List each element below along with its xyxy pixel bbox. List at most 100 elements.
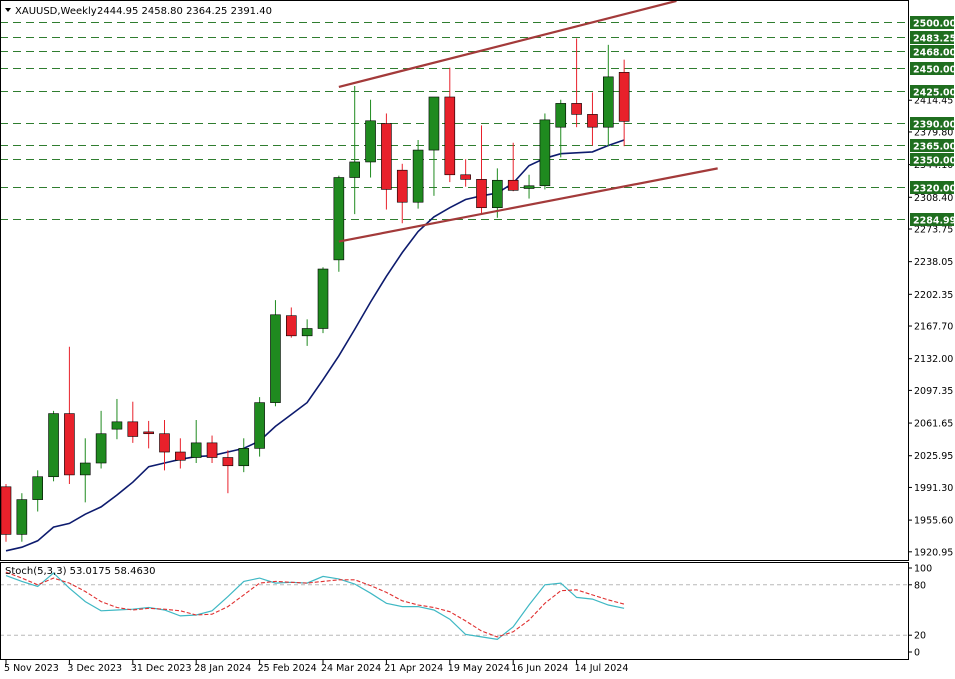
stoch-tick-label: 100: [914, 564, 932, 575]
candle-bear: [285, 307, 297, 338]
moving-average: [5, 139, 625, 552]
candle-body: [396, 169, 408, 203]
candle-bear: [0, 484, 12, 542]
channel-upper: [338, 0, 677, 88]
candle-bull: [602, 44, 614, 147]
candle-body: [95, 433, 107, 464]
level-tag: 2425.00: [913, 87, 955, 98]
candle-bull: [254, 397, 265, 457]
level-tag: 2365.00: [913, 141, 955, 152]
candle-body: [159, 433, 170, 453]
candle-bear: [571, 38, 582, 128]
candle-bear: [64, 346, 75, 485]
ohlc-values: 2444.95 2458.80 2364.25 2391.40: [97, 6, 272, 17]
level-tag: 2468.00: [913, 47, 955, 58]
candle-bear: [206, 435, 218, 464]
candle-bull: [349, 86, 361, 215]
candle-bull: [95, 410, 107, 469]
chevron-down-icon[interactable]: [5, 8, 11, 12]
candle-body: [317, 268, 329, 329]
level-tag-bg: [910, 31, 954, 44]
candle-bull: [317, 267, 329, 334]
candle-body: [602, 76, 614, 128]
candle-bear: [127, 401, 139, 443]
stoch-axis: 100 80 20 0: [908, 564, 932, 659]
level-tag-bg: [910, 45, 954, 58]
time-tick-label: 24 Mar 2024: [321, 663, 381, 674]
candle-body: [127, 421, 139, 437]
candle-bull: [270, 300, 281, 407]
candle-body: [492, 179, 503, 209]
symbol-label: XAUUSD,Weekly: [15, 6, 97, 17]
time-tick-label: 28 Jan 2024: [194, 663, 251, 674]
time-axis: 5 Nov 2023 3 Dec 2023 31 Dec 2023 28 Jan 20…: [4, 660, 628, 674]
time-tick-label: 16 Jun 2024: [511, 663, 568, 674]
level-tag-bg: [910, 139, 954, 152]
candle-body: [175, 451, 186, 461]
stoch-tick-label: 20: [914, 631, 926, 642]
time-tick-label: 25 Feb 2024: [258, 663, 317, 674]
time-tick-label: 5 Nov 2023: [4, 663, 59, 674]
candle-body: [412, 149, 424, 203]
candle-body: [365, 120, 376, 163]
level-tags: 2500.00 2483.25 2468.00 2450.00 2425.00 2390.…: [910, 16, 955, 226]
ma-line: [5, 139, 625, 552]
stoch-panel-frame: [0, 562, 909, 660]
candle-body: [428, 96, 440, 151]
candle-body: [111, 421, 123, 430]
time-tick-label: 14 Jul 2024: [575, 663, 629, 674]
candle-body: [0, 486, 12, 535]
level-tag: 2483.25: [913, 33, 955, 44]
channel-lower: [338, 167, 718, 243]
candle-bear: [175, 438, 186, 469]
price-tick-label: 2061.65: [914, 419, 953, 430]
stoch-tick-label: 0: [914, 648, 920, 659]
candle-bull: [238, 438, 250, 473]
level-tag-bg: [910, 16, 954, 29]
candle-bear: [222, 450, 234, 494]
time-tick-label: 19 May 2024: [448, 663, 510, 674]
candle-bear: [159, 420, 170, 471]
candle-bear: [618, 59, 630, 147]
candle-body: [79, 462, 91, 476]
candle-bull: [412, 140, 424, 209]
price-tick-label: 1920.95: [914, 547, 953, 558]
candle-body: [381, 123, 392, 190]
candle-bull: [428, 96, 440, 196]
chart-header: XAUUSD,Weekly 2444.95 2458.80 2364.25 23…: [5, 6, 272, 17]
time-tick-label: 31 Dec 2023: [131, 663, 192, 674]
level-tag-bg: [910, 85, 954, 98]
candle-bull: [333, 175, 345, 272]
price-tick-label: 1991.30: [914, 483, 953, 494]
candle-bear: [444, 67, 456, 183]
level-tag-bg: [910, 117, 954, 130]
price-tick-label: 2132.00: [914, 354, 953, 365]
candle-body: [254, 402, 265, 449]
candle-bear: [476, 125, 487, 216]
candle-body: [190, 442, 202, 458]
stoch-tick-label: 80: [914, 580, 926, 591]
candle-bear: [587, 92, 598, 146]
candle-body: [571, 103, 582, 115]
price-tick-label: 2202.35: [914, 290, 953, 301]
price-axis: 2414.452379.802344.102308.402273.752238.…: [908, 96, 953, 558]
candle-body: [238, 448, 250, 467]
candle-body: [333, 177, 345, 261]
candle-bear: [460, 159, 471, 187]
candle-bull: [32, 470, 44, 512]
stochastic-panel: [0, 571, 908, 641]
candle-body: [64, 413, 75, 476]
candle-bear: [396, 163, 408, 224]
candle-body: [48, 413, 59, 478]
level-tag: 2350.00: [913, 155, 955, 166]
candle-body: [539, 119, 551, 187]
candle-body: [555, 103, 567, 128]
candle-body: [16, 499, 28, 535]
candle-body: [301, 328, 313, 337]
candles: [0, 38, 630, 542]
candle-bull: [539, 113, 551, 190]
candle-bull: [365, 99, 376, 178]
level-tag: 2320.00: [913, 183, 955, 194]
level-tag-bg: [910, 213, 954, 226]
candle-body: [206, 442, 218, 458]
